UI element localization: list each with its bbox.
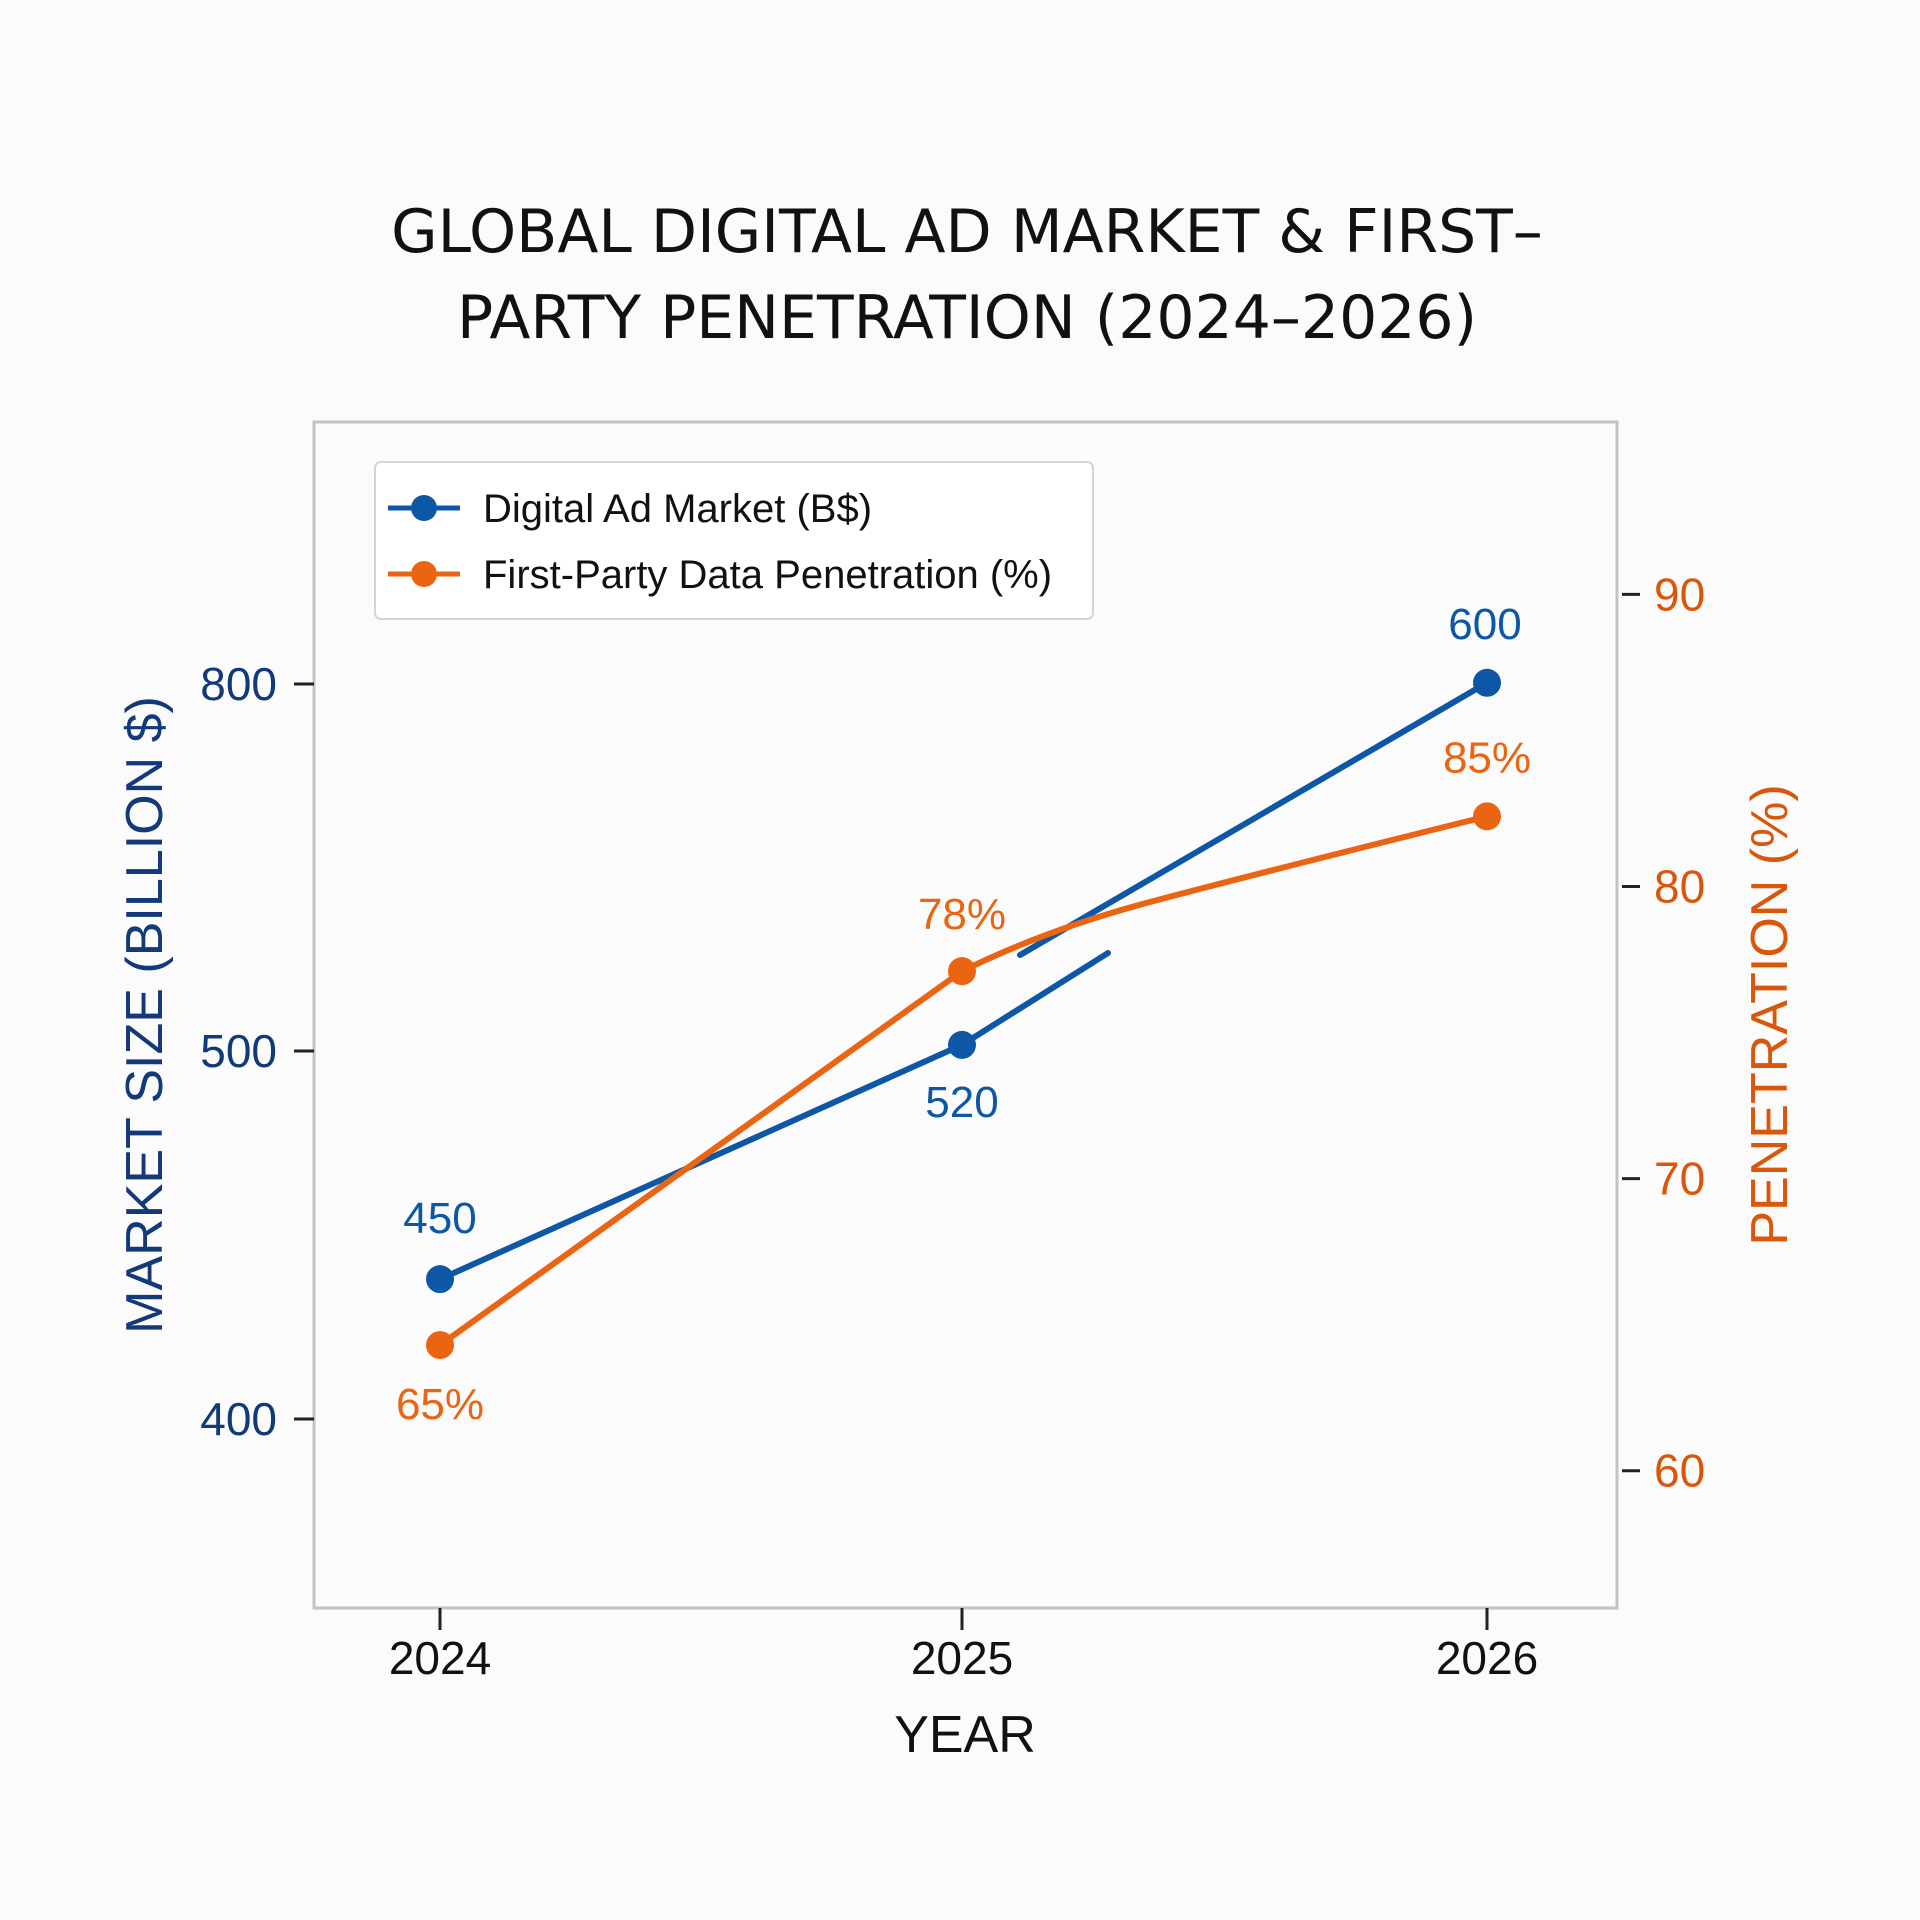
chart-title-line-1: GLOBAL DIGITAL AD MARKET & FIRST– [391, 197, 1543, 267]
right-tick-label: 90 [1654, 568, 1705, 620]
left-tick-label: 400 [200, 1393, 277, 1445]
left-axis-ticks: 400 500 800 [200, 658, 314, 1445]
legend-swatch-marker-market [411, 495, 437, 521]
series-points [426, 668, 1501, 1360]
plot-frame [312, 420, 1619, 1610]
penetration-point [1473, 802, 1501, 831]
penetration-data-label: 78% [918, 890, 1006, 939]
left-axis-title: MARKET SIZE (BILLION $) [116, 696, 174, 1334]
market-point [1473, 668, 1501, 697]
chart-title-line-2: PARTY PENETRATION (2024–2026) [457, 283, 1477, 353]
market-data-label: 600 [1448, 600, 1521, 649]
right-tick-label: 80 [1654, 860, 1705, 912]
penetration-data-label: 85% [1443, 733, 1531, 782]
legend-label-market: Digital Ad Market (B$) [483, 487, 872, 531]
series-line-market-upper [1017, 679, 1490, 958]
left-tick-label: 800 [200, 658, 277, 710]
x-axis-title: YEAR [894, 1706, 1036, 1764]
left-tick-label: 500 [200, 1025, 277, 1077]
legend: Digital Ad Market (B$) First-Party Data … [374, 461, 1094, 620]
right-axis-ticks: 60 70 80 90 [1622, 568, 1705, 1497]
penetration-point [426, 1331, 454, 1360]
right-axis-title: PENETRATION (%) [1741, 784, 1799, 1245]
market-point [948, 1030, 976, 1059]
penetration-point [948, 957, 976, 986]
legend-box [374, 461, 1094, 620]
x-axis-ticks: 2024 2025 2026 [389, 1608, 1538, 1684]
x-tick-label: 2024 [389, 1632, 491, 1684]
x-tick-label: 2025 [911, 1632, 1013, 1684]
right-tick-label: 70 [1654, 1153, 1705, 1205]
legend-swatch-marker-penetration [411, 561, 437, 587]
data-labels: 450 520 600 65% 78% 85% [396, 600, 1531, 1429]
market-data-label: 450 [403, 1194, 476, 1243]
right-tick-label: 60 [1654, 1445, 1705, 1497]
market-point [426, 1265, 454, 1294]
market-data-label: 520 [925, 1078, 998, 1127]
x-tick-label: 2026 [1436, 1632, 1538, 1684]
legend-label-penetration: First-Party Data Penetration (%) [483, 553, 1052, 597]
series-line-penetration [437, 813, 1490, 1349]
penetration-data-label: 65% [396, 1380, 484, 1429]
